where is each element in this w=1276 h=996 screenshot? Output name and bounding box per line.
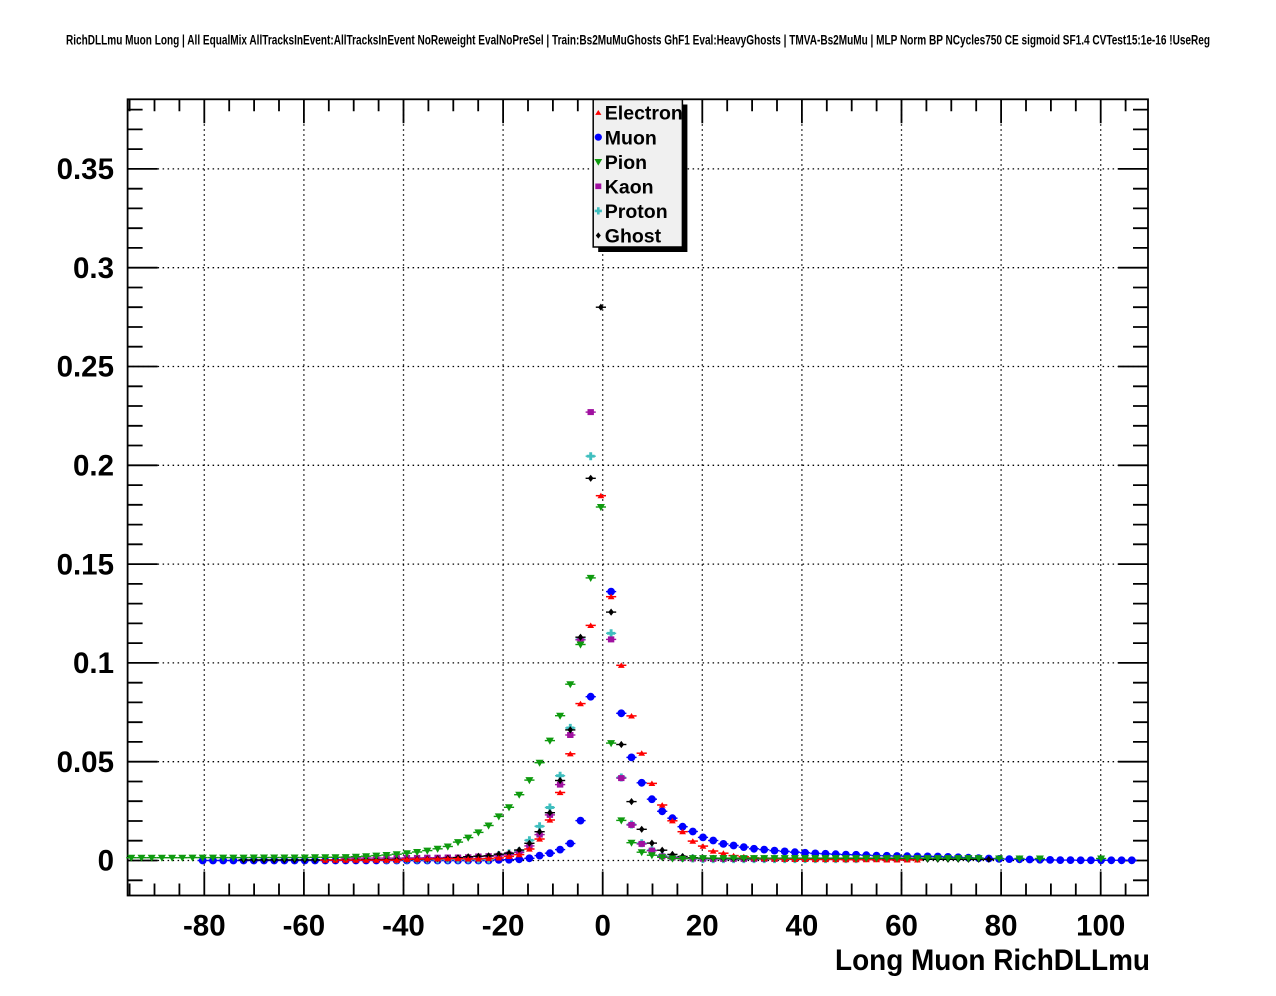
svg-text:0.25: 0.25 bbox=[57, 351, 114, 384]
svg-text:-60: -60 bbox=[283, 910, 326, 943]
svg-text:-40: -40 bbox=[382, 910, 425, 943]
svg-text:Proton: Proton bbox=[605, 201, 668, 223]
svg-text:0.3: 0.3 bbox=[73, 252, 114, 285]
svg-text:0.15: 0.15 bbox=[57, 548, 114, 581]
svg-text:80: 80 bbox=[985, 910, 1018, 943]
svg-text:Electron: Electron bbox=[605, 103, 683, 125]
svg-text:RichDLLmu Muon Long | All Equa: RichDLLmu Muon Long | All EqualMix AllTr… bbox=[66, 33, 1210, 49]
svg-text:-20: -20 bbox=[482, 910, 525, 943]
svg-text:40: 40 bbox=[785, 910, 818, 943]
svg-text:0: 0 bbox=[594, 910, 610, 943]
svg-text:0.2: 0.2 bbox=[73, 450, 114, 483]
svg-text:0.1: 0.1 bbox=[73, 647, 114, 680]
svg-text:0: 0 bbox=[98, 845, 114, 878]
svg-text:Pion: Pion bbox=[605, 152, 647, 174]
svg-text:20: 20 bbox=[686, 910, 719, 943]
svg-text:-80: -80 bbox=[183, 910, 226, 943]
svg-text:Long Muon RichDLLmu: Long Muon RichDLLmu bbox=[835, 944, 1150, 977]
svg-text:Ghost: Ghost bbox=[605, 226, 662, 248]
svg-text:100: 100 bbox=[1076, 910, 1125, 943]
svg-text:Muon: Muon bbox=[605, 127, 657, 149]
svg-text:Kaon: Kaon bbox=[605, 176, 654, 198]
svg-text:0.35: 0.35 bbox=[57, 153, 114, 186]
svg-text:60: 60 bbox=[885, 910, 918, 943]
svg-text:0.05: 0.05 bbox=[57, 746, 114, 779]
